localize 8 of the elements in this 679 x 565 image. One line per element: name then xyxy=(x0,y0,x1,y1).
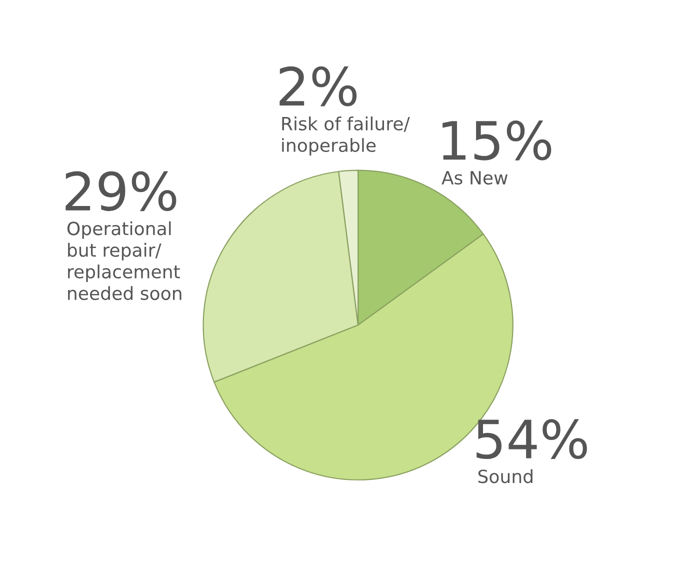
data-label: 54% xyxy=(476,419,587,460)
slice-label: As New xyxy=(442,171,508,185)
data-label: 29% xyxy=(66,171,176,212)
slice-label: Sound xyxy=(478,469,532,484)
slice-label: Risk of failure/ inoperable xyxy=(282,116,410,156)
data-label: 15% xyxy=(442,120,552,160)
slice-label: Operational but repair/ replacement needed soon xyxy=(67,221,182,300)
data-label: 2% xyxy=(280,66,357,106)
